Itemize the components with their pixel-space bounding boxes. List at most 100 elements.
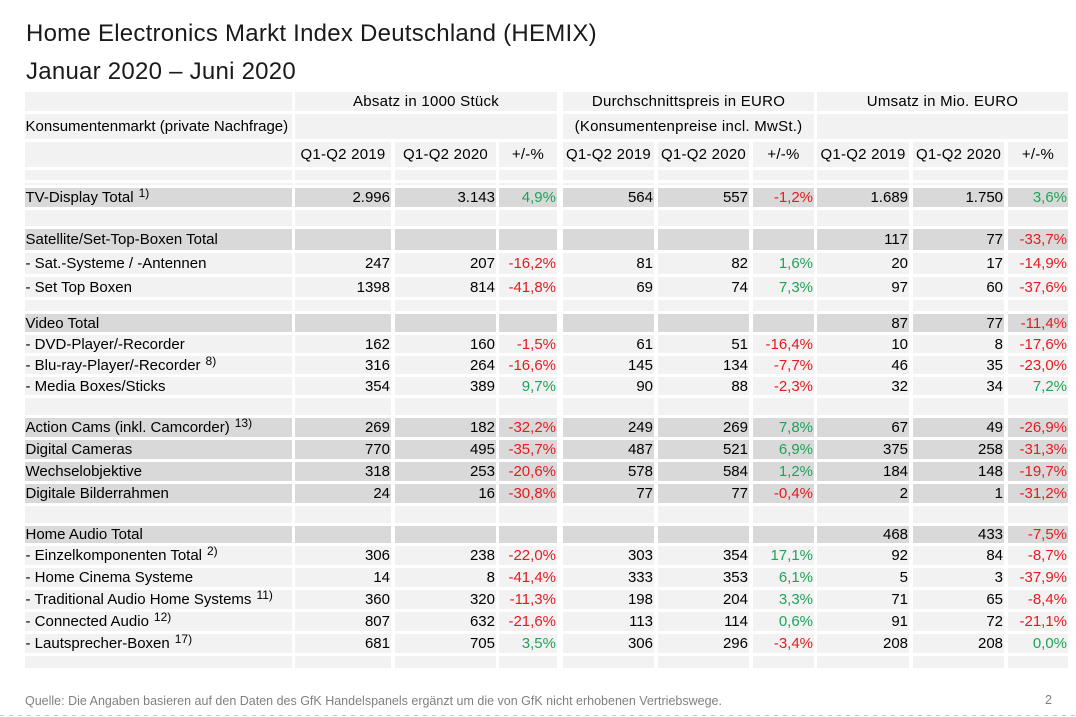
spacer-cell: [817, 656, 914, 671]
category-cell: - Lautsprecher-Boxen 17): [25, 634, 295, 656]
percent-change-cell: -11,4%: [1008, 314, 1069, 335]
value-cell: 584: [658, 462, 753, 484]
value-cell: 145: [563, 356, 658, 377]
spacer-cell: [753, 506, 818, 526]
column-header: +/-%: [499, 142, 563, 170]
category-cell: Action Cams (inkl. Camcorder) 13): [25, 418, 295, 440]
spacer-cell: [817, 398, 914, 418]
value-cell: 72: [913, 612, 1009, 634]
category-cell: TV-Display Total 1): [25, 188, 295, 210]
column-header: Q1-Q2 2019: [295, 142, 395, 170]
footnote-marker: 8): [205, 356, 217, 368]
category-cell: - Sat.-Systeme / -Antennen: [25, 253, 295, 277]
percent-change-cell: -1,2%: [753, 188, 818, 210]
table-spacer-row: [25, 300, 1069, 314]
percent-change-cell: -32,2%: [499, 418, 563, 440]
percent-change-cell: -41,4%: [499, 568, 563, 590]
spacer-cell: [295, 398, 395, 418]
value-cell: 208: [817, 634, 914, 656]
value-cell: 14: [295, 568, 395, 590]
value-cell: 87: [817, 314, 914, 335]
spacer-cell: [913, 398, 1009, 418]
value-cell: 8: [913, 335, 1009, 356]
value-cell: [753, 526, 818, 546]
table-spacer-row: [25, 656, 1069, 671]
value-cell: [658, 526, 753, 546]
column-header: Q1-Q2 2019: [817, 142, 914, 170]
value-cell: 71: [817, 590, 914, 612]
value-cell: 468: [817, 526, 914, 546]
spacer-cell: [753, 210, 818, 229]
value-cell: 88: [658, 377, 753, 398]
value-cell: 354: [295, 377, 395, 398]
value-cell: 32: [817, 377, 914, 398]
spacer-cell: [1008, 398, 1069, 418]
spacer-cell: [913, 506, 1009, 526]
percent-change-cell: 1,6%: [753, 253, 818, 277]
category-cell: - Media Boxes/Sticks: [25, 377, 295, 398]
value-cell: 320: [395, 590, 499, 612]
table-row: - Home Cinema Systeme 14 8 -41,4% 333 353 6,1%…: [25, 568, 1069, 590]
group-header-empty-cell: [25, 92, 295, 114]
value-cell: 198: [563, 590, 658, 612]
spacer-cell: [1008, 300, 1069, 314]
spacer-cell: [295, 170, 395, 183]
percent-change-cell: 0,0%: [1008, 634, 1069, 656]
spacer-cell: [395, 170, 499, 183]
percent-change-cell: -21,6%: [499, 612, 563, 634]
table-row: Action Cams (inkl. Camcorder) 13) 269 182 -3…: [25, 418, 1069, 440]
value-cell: 2: [817, 484, 914, 506]
table-column-header-row: Q1-Q2 2019 Q1-Q2 2020 +/-% Q1-Q2 2019 Q1…: [25, 142, 1069, 170]
spacer-cell: [563, 398, 658, 418]
column-header: Q1-Q2 2020: [395, 142, 499, 170]
category-cell: - DVD-Player/-Recorder: [25, 335, 295, 356]
group-header-absatz: Absatz in 1000 Stück: [295, 92, 563, 114]
value-cell: 814: [395, 277, 499, 300]
percent-change-cell: 6,9%: [753, 440, 818, 462]
value-cell: [295, 526, 395, 546]
value-cell: 60: [913, 277, 1009, 300]
table-row: Digitale Bilderrahmen 24 16 -30,8% 77 77 -0,4%…: [25, 484, 1069, 506]
spacer-cell: [25, 183, 295, 188]
value-cell: 82: [658, 253, 753, 277]
table-group-header-row: Absatz in 1000 Stück Durchschnittspreis …: [25, 92, 1069, 114]
value-cell: 2.996: [295, 188, 395, 210]
spacer-cell: [817, 506, 914, 526]
value-cell: 296: [658, 634, 753, 656]
spacer-cell: [499, 656, 563, 671]
category-cell: Satellite/Set-Top-Boxen Total: [25, 229, 295, 253]
column-header: +/-%: [753, 142, 818, 170]
spacer-cell: [1008, 210, 1069, 229]
spacer-cell: [25, 506, 295, 526]
value-cell: [753, 314, 818, 335]
value-cell: 77: [913, 229, 1009, 253]
percent-change-cell: -30,8%: [499, 484, 563, 506]
spacer-cell: [295, 183, 395, 188]
value-cell: [395, 229, 499, 253]
value-cell: 770: [295, 440, 395, 462]
percent-change-cell: -19,7%: [1008, 462, 1069, 484]
value-cell: 1.689: [817, 188, 914, 210]
spacer-cell: [1008, 170, 1069, 183]
spacer-cell: [395, 656, 499, 671]
value-cell: 77: [658, 484, 753, 506]
percent-change-cell: -8,7%: [1008, 546, 1069, 568]
category-cell: - Home Cinema Systeme: [25, 568, 295, 590]
value-cell: 204: [658, 590, 753, 612]
value-cell: [563, 314, 658, 335]
category-cell: - Set Top Boxen: [25, 277, 295, 300]
value-cell: 92: [817, 546, 914, 568]
spacer-cell: [753, 300, 818, 314]
category-cell: Digital Cameras: [25, 440, 295, 462]
spacer-cell: [817, 210, 914, 229]
spacer-cell: [25, 656, 295, 671]
column-header: Q1-Q2 2019: [563, 142, 658, 170]
value-cell: 306: [563, 634, 658, 656]
footnote-marker: 12): [153, 612, 172, 624]
spacer-cell: [499, 183, 563, 188]
spacer-cell: [658, 506, 753, 526]
category-cell: - Traditional Audio Home Systems 11): [25, 590, 295, 612]
value-cell: 1: [913, 484, 1009, 506]
value-cell: [563, 229, 658, 253]
table-row: - Connected Audio 12) 807 632 -21,6% 113 114 0,…: [25, 612, 1069, 634]
